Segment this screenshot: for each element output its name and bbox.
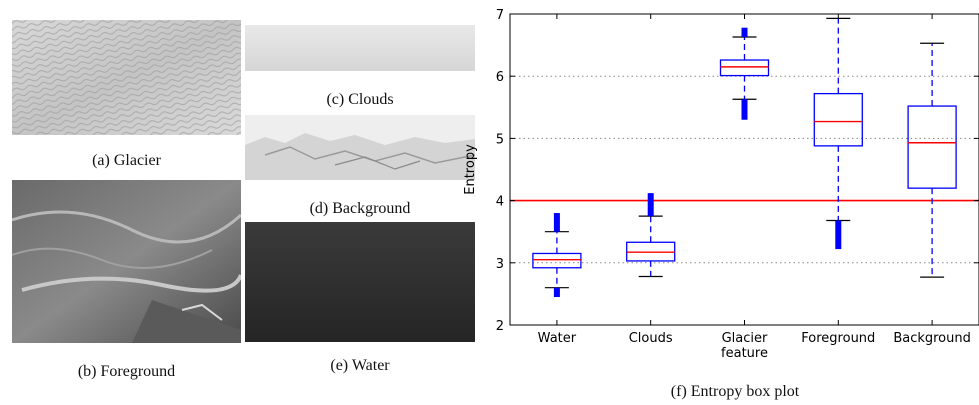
- clouds-image: [245, 25, 475, 71]
- box-background: [907, 42, 957, 278]
- box-glacier: [719, 27, 770, 120]
- y-ticks: 2 3 4 5 6 7: [496, 8, 979, 334]
- boxplot-caption: (f) Entropy box plot: [670, 383, 800, 400]
- x-tick-label: Foreground: [801, 331, 875, 346]
- iqr-box: [813, 92, 863, 147]
- water-caption: (e) Water: [330, 357, 390, 374]
- iqr-box: [532, 252, 582, 269]
- x-tick-label: Background: [893, 331, 971, 346]
- lower-fliers: [741, 99, 748, 120]
- x-tick-label: Glacier: [722, 331, 768, 346]
- box-foreground: [813, 17, 863, 250]
- boxes-group: [532, 17, 957, 298]
- glacier-image: [12, 20, 241, 135]
- upper-fliers: [553, 213, 560, 232]
- y-tick-label: 3: [496, 257, 504, 272]
- box-clouds: [626, 193, 676, 278]
- background-image: [245, 115, 475, 180]
- background-caption: (d) Background: [309, 200, 411, 217]
- x-tick-label: feature: [721, 346, 768, 361]
- iqr-box: [907, 105, 957, 189]
- clouds-caption: (c) Clouds: [326, 91, 394, 108]
- iqr-box: [719, 59, 770, 77]
- y-tick-label: 4: [496, 195, 504, 210]
- lower-fliers: [553, 287, 560, 298]
- glacier-caption: (a) Glacier: [92, 152, 161, 169]
- y-axis-label: Entropy: [463, 144, 478, 195]
- y-tick-label: 6: [496, 70, 504, 85]
- upper-fliers: [741, 27, 748, 38]
- box-water: [532, 213, 582, 298]
- foreground-caption: (b) Foreground: [77, 363, 176, 380]
- x-tick-label: Water: [538, 331, 577, 346]
- water-image: [245, 222, 475, 342]
- y-tick-label: 7: [496, 8, 504, 23]
- y-tick-label: 2: [496, 319, 504, 334]
- foreground-image: [12, 180, 241, 343]
- lower-fliers: [835, 220, 842, 250]
- y-tick-label: 5: [496, 132, 504, 147]
- x-tick-label: Clouds: [629, 331, 673, 346]
- upper-fliers: [647, 193, 654, 217]
